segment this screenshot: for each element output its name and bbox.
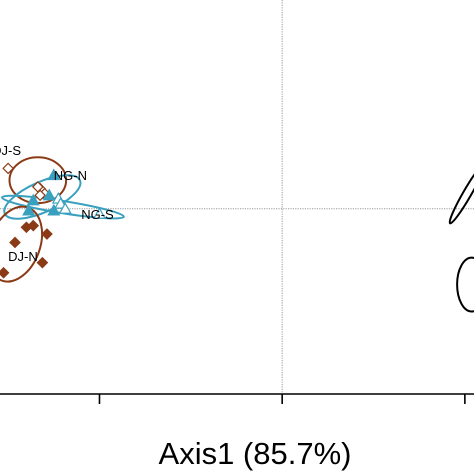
point-dj-n <box>0 266 10 279</box>
point-dj-n <box>36 256 49 269</box>
label-dj-n: DJ-N <box>8 249 38 264</box>
point-ng-n <box>47 168 61 181</box>
point-dj-s <box>34 189 46 202</box>
point-dj-n <box>9 236 21 249</box>
group-labels: DJ-S NG-N NG-S DJ-N <box>0 143 114 264</box>
label-dj-s: DJ-S <box>0 143 21 158</box>
group-points <box>0 162 107 279</box>
point-ng-n <box>42 188 56 201</box>
point-dj-n <box>20 221 33 234</box>
point-ng-n <box>26 193 40 206</box>
point-ng-s <box>92 207 107 219</box>
point-dj-s <box>2 162 14 175</box>
x-axis-ticks <box>98 394 466 404</box>
point-dj-n <box>41 228 53 240</box>
point-ng-s <box>58 202 72 214</box>
ellipse-group-5 <box>456 256 474 313</box>
axes <box>0 393 474 404</box>
x-axis-title: Axis1 (85.7%) <box>159 436 352 471</box>
reference-lines <box>0 0 474 394</box>
label-ng-s: NG-S <box>81 207 114 222</box>
point-ng-n <box>47 203 61 216</box>
point-ng-n <box>22 203 36 216</box>
label-ng-n: NG-N <box>54 168 87 183</box>
ellipse-group-4 <box>448 162 474 225</box>
